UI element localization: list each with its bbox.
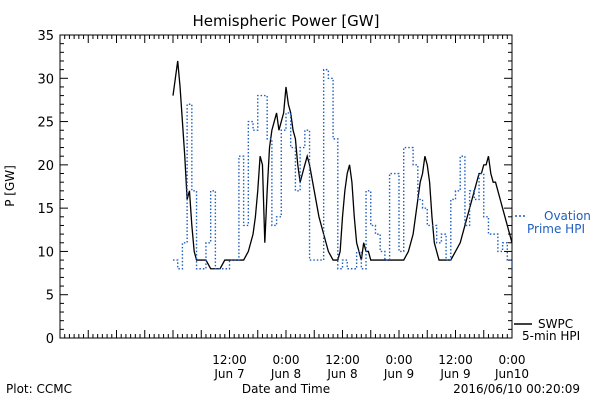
y-tick-label: 30 [37,72,54,87]
y-tick-label: 25 [37,116,54,131]
x-tick-time-label: 12:00 [325,353,360,367]
x-axis-label: Date and Time [242,382,330,396]
y-axis: 0 5 10 15 20 25 30 35 [37,29,512,347]
x-tick-date-label: Jun10 [494,367,529,381]
x-tick-date-label: Jun 9 [439,367,470,381]
y-tick-label: 20 [37,159,54,174]
y-tick-label: 5 [46,289,54,304]
series-layer [172,60,513,270]
series-swpc-line [172,60,513,270]
x-tick-date-label: Jun 8 [326,367,357,381]
x-tick-date-label: Jun 7 [213,367,244,381]
y-tick-label: 15 [37,202,54,217]
x-tick-time-label: 0:00 [273,353,300,367]
y-tick-label: 10 [37,245,54,260]
legend-swpc-label-line2: 5-min HPI [522,329,580,343]
plot-area-frame [59,34,513,339]
legend-swpc: SWPC 5-min HPI [514,317,580,343]
legend-ovation-label-line2: Prime HPI [527,222,585,236]
legend-ovation: Ovation Prime HPI [515,209,591,236]
x-tick-time-label: 0:00 [386,353,413,367]
timestamp: 2016/06/10 00:20:09 [453,382,580,396]
legend-ovation-label-line1: Ovation [544,209,591,223]
x-tick-time-label: 0:00 [499,353,526,367]
legend-swpc-label-line1: SWPC [538,317,573,331]
chart-title: Hemispheric Power [GW] [193,12,380,30]
x-tick-date-label: Jun 8 [270,367,301,381]
y-axis-label: P [GW] [3,165,17,207]
plot-credit: Plot: CCMC [6,382,72,396]
x-tick-date-label: Jun 9 [383,367,414,381]
x-tick-time-label: 12:00 [438,353,473,367]
y-tick-label: 35 [37,29,54,44]
x-tick-time-label: 12:00 [212,353,247,367]
y-tick-label: 0 [46,332,54,347]
